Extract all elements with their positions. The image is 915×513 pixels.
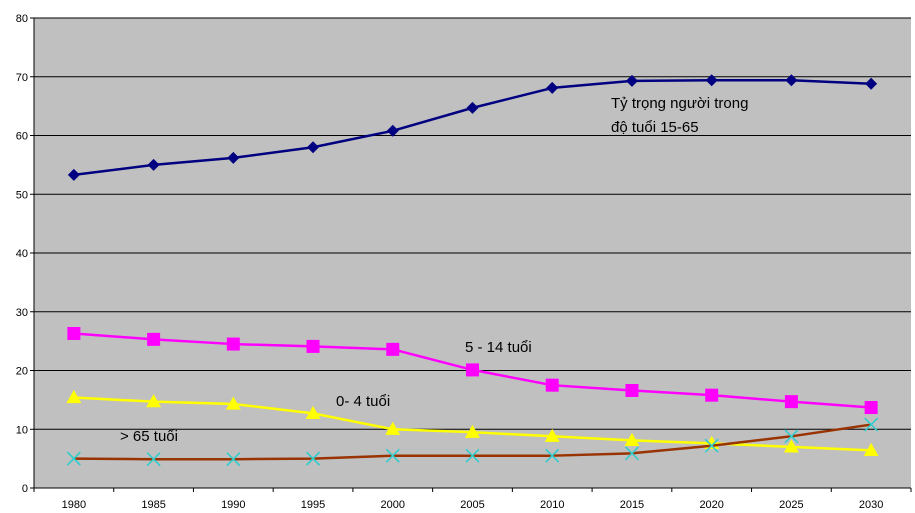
x-tick-label-2020: 2020 bbox=[699, 499, 723, 511]
point-age-65-plus-1990 bbox=[226, 452, 241, 467]
x-tick-label-1990: 1990 bbox=[221, 499, 245, 511]
x-tick-label-2030: 2030 bbox=[859, 499, 883, 511]
x-tick-label-2025: 2025 bbox=[779, 499, 803, 511]
point-age-0-4-2000 bbox=[385, 421, 401, 435]
x-tick-label-2000: 2000 bbox=[381, 499, 405, 511]
x-tick-label-2010: 2010 bbox=[540, 499, 564, 511]
point-age-5-14-1990 bbox=[226, 337, 240, 351]
y-tick-label-50: 50 bbox=[16, 189, 28, 201]
series bbox=[66, 74, 879, 467]
x-tick-label-2015: 2015 bbox=[620, 499, 644, 511]
point-age-5-14-1980 bbox=[67, 326, 81, 340]
point-age-5-14-1985 bbox=[147, 332, 161, 346]
point-working-age-2000 bbox=[386, 124, 399, 137]
annotation-working-age: Tỷ trọng người trong độ tuổi 15-65 bbox=[611, 95, 753, 136]
point-working-age-2020 bbox=[705, 74, 718, 87]
point-age-65-plus-1980 bbox=[66, 451, 81, 466]
annotation-age-0-4: 0- 4 tuổi bbox=[336, 393, 390, 410]
annotation-working-age-line-2: độ tuổi 15-65 bbox=[611, 119, 699, 136]
point-working-age-1995 bbox=[307, 141, 320, 154]
x-tick-labels: 1980 1985 1990 1995 2000 2005 2010 2015 2020 2025… bbox=[62, 499, 884, 511]
annotation-age-5-14: 5 - 14 tuổi bbox=[465, 339, 532, 356]
point-working-age-1985 bbox=[147, 158, 160, 171]
point-age-0-4-2025 bbox=[783, 439, 799, 453]
point-age-65-plus-2025 bbox=[784, 429, 799, 444]
point-age-65-plus-2000 bbox=[385, 448, 400, 463]
point-age-0-4-2010 bbox=[544, 428, 560, 442]
annotation-age-0-4-line-1: 0- 4 tuổi bbox=[336, 393, 390, 410]
y-tick-label-80: 80 bbox=[16, 13, 28, 25]
y-tick-label-60: 60 bbox=[16, 131, 28, 143]
series-annotations: Tỷ trọng người trong độ tuổi 15-65 5 - 1… bbox=[120, 95, 753, 445]
annotation-age-5-14-line-1: 5 - 14 tuổi bbox=[465, 339, 532, 356]
point-age-65-plus-2010 bbox=[545, 448, 560, 463]
y-tick-label-30: 30 bbox=[16, 307, 28, 319]
x-tick-label-1995: 1995 bbox=[301, 499, 325, 511]
x-tick-label-1985: 1985 bbox=[141, 499, 165, 511]
point-age-65-plus-2015 bbox=[624, 446, 640, 461]
point-age-65-plus-2030 bbox=[864, 417, 879, 432]
point-age-5-14-1995 bbox=[306, 339, 320, 353]
y-tick-label-0: 0 bbox=[22, 483, 28, 495]
point-age-5-14-2000 bbox=[386, 342, 400, 356]
series-age-0-4 bbox=[66, 390, 879, 457]
point-age-0-4-1995 bbox=[305, 405, 321, 420]
point-age-5-14-2020 bbox=[705, 388, 719, 402]
point-age-0-4-2015 bbox=[624, 432, 640, 447]
annotation-working-age-line-1: Tỷ trọng người trong bbox=[611, 95, 748, 112]
point-age-65-plus-1995 bbox=[305, 451, 321, 466]
point-age-0-4-1980 bbox=[66, 390, 82, 404]
annotation-age-65-plus: > 65 tuổi bbox=[120, 428, 178, 445]
y-tick-label-40: 40 bbox=[16, 248, 28, 260]
point-age-0-4-2005 bbox=[465, 424, 480, 438]
point-working-age-2015 bbox=[625, 74, 638, 87]
point-age-0-4-1990 bbox=[225, 396, 241, 410]
point-age-65-plus-1985 bbox=[146, 452, 161, 467]
point-age-65-plus-2020 bbox=[704, 438, 719, 453]
point-age-5-14-2010 bbox=[545, 378, 559, 392]
point-age-5-14-2005 bbox=[466, 363, 479, 377]
point-age-5-14-2015 bbox=[625, 383, 639, 397]
point-age-65-plus-2005 bbox=[465, 448, 480, 463]
point-age-0-4-1985 bbox=[146, 394, 162, 408]
point-working-age-2010 bbox=[546, 81, 559, 94]
point-working-age-2025 bbox=[785, 74, 798, 87]
point-working-age-2030 bbox=[865, 77, 878, 90]
x-tick-label-2005: 2005 bbox=[460, 499, 484, 511]
axes bbox=[30, 17, 912, 492]
point-working-age-1990 bbox=[227, 151, 240, 164]
y-tick-label-70: 70 bbox=[16, 72, 28, 84]
y-tick-labels: 0 10 20 30 40 50 60 70 80 bbox=[16, 13, 28, 495]
point-working-age-1980 bbox=[67, 168, 80, 181]
point-age-5-14-2025 bbox=[784, 395, 798, 409]
y-tick-label-20: 20 bbox=[16, 366, 28, 378]
x-tick-label-1980: 1980 bbox=[62, 499, 86, 511]
point-age-0-4-2030 bbox=[863, 442, 879, 457]
y-tick-label-10: 10 bbox=[16, 424, 28, 436]
point-age-5-14-2030 bbox=[864, 401, 878, 415]
point-working-age-2005 bbox=[466, 101, 479, 114]
series-age-5-14 bbox=[67, 326, 878, 415]
series-age-65-plus bbox=[66, 417, 879, 467]
series-working-age bbox=[67, 74, 878, 181]
annotation-age-65-plus-line-1: > 65 tuổi bbox=[120, 428, 178, 445]
